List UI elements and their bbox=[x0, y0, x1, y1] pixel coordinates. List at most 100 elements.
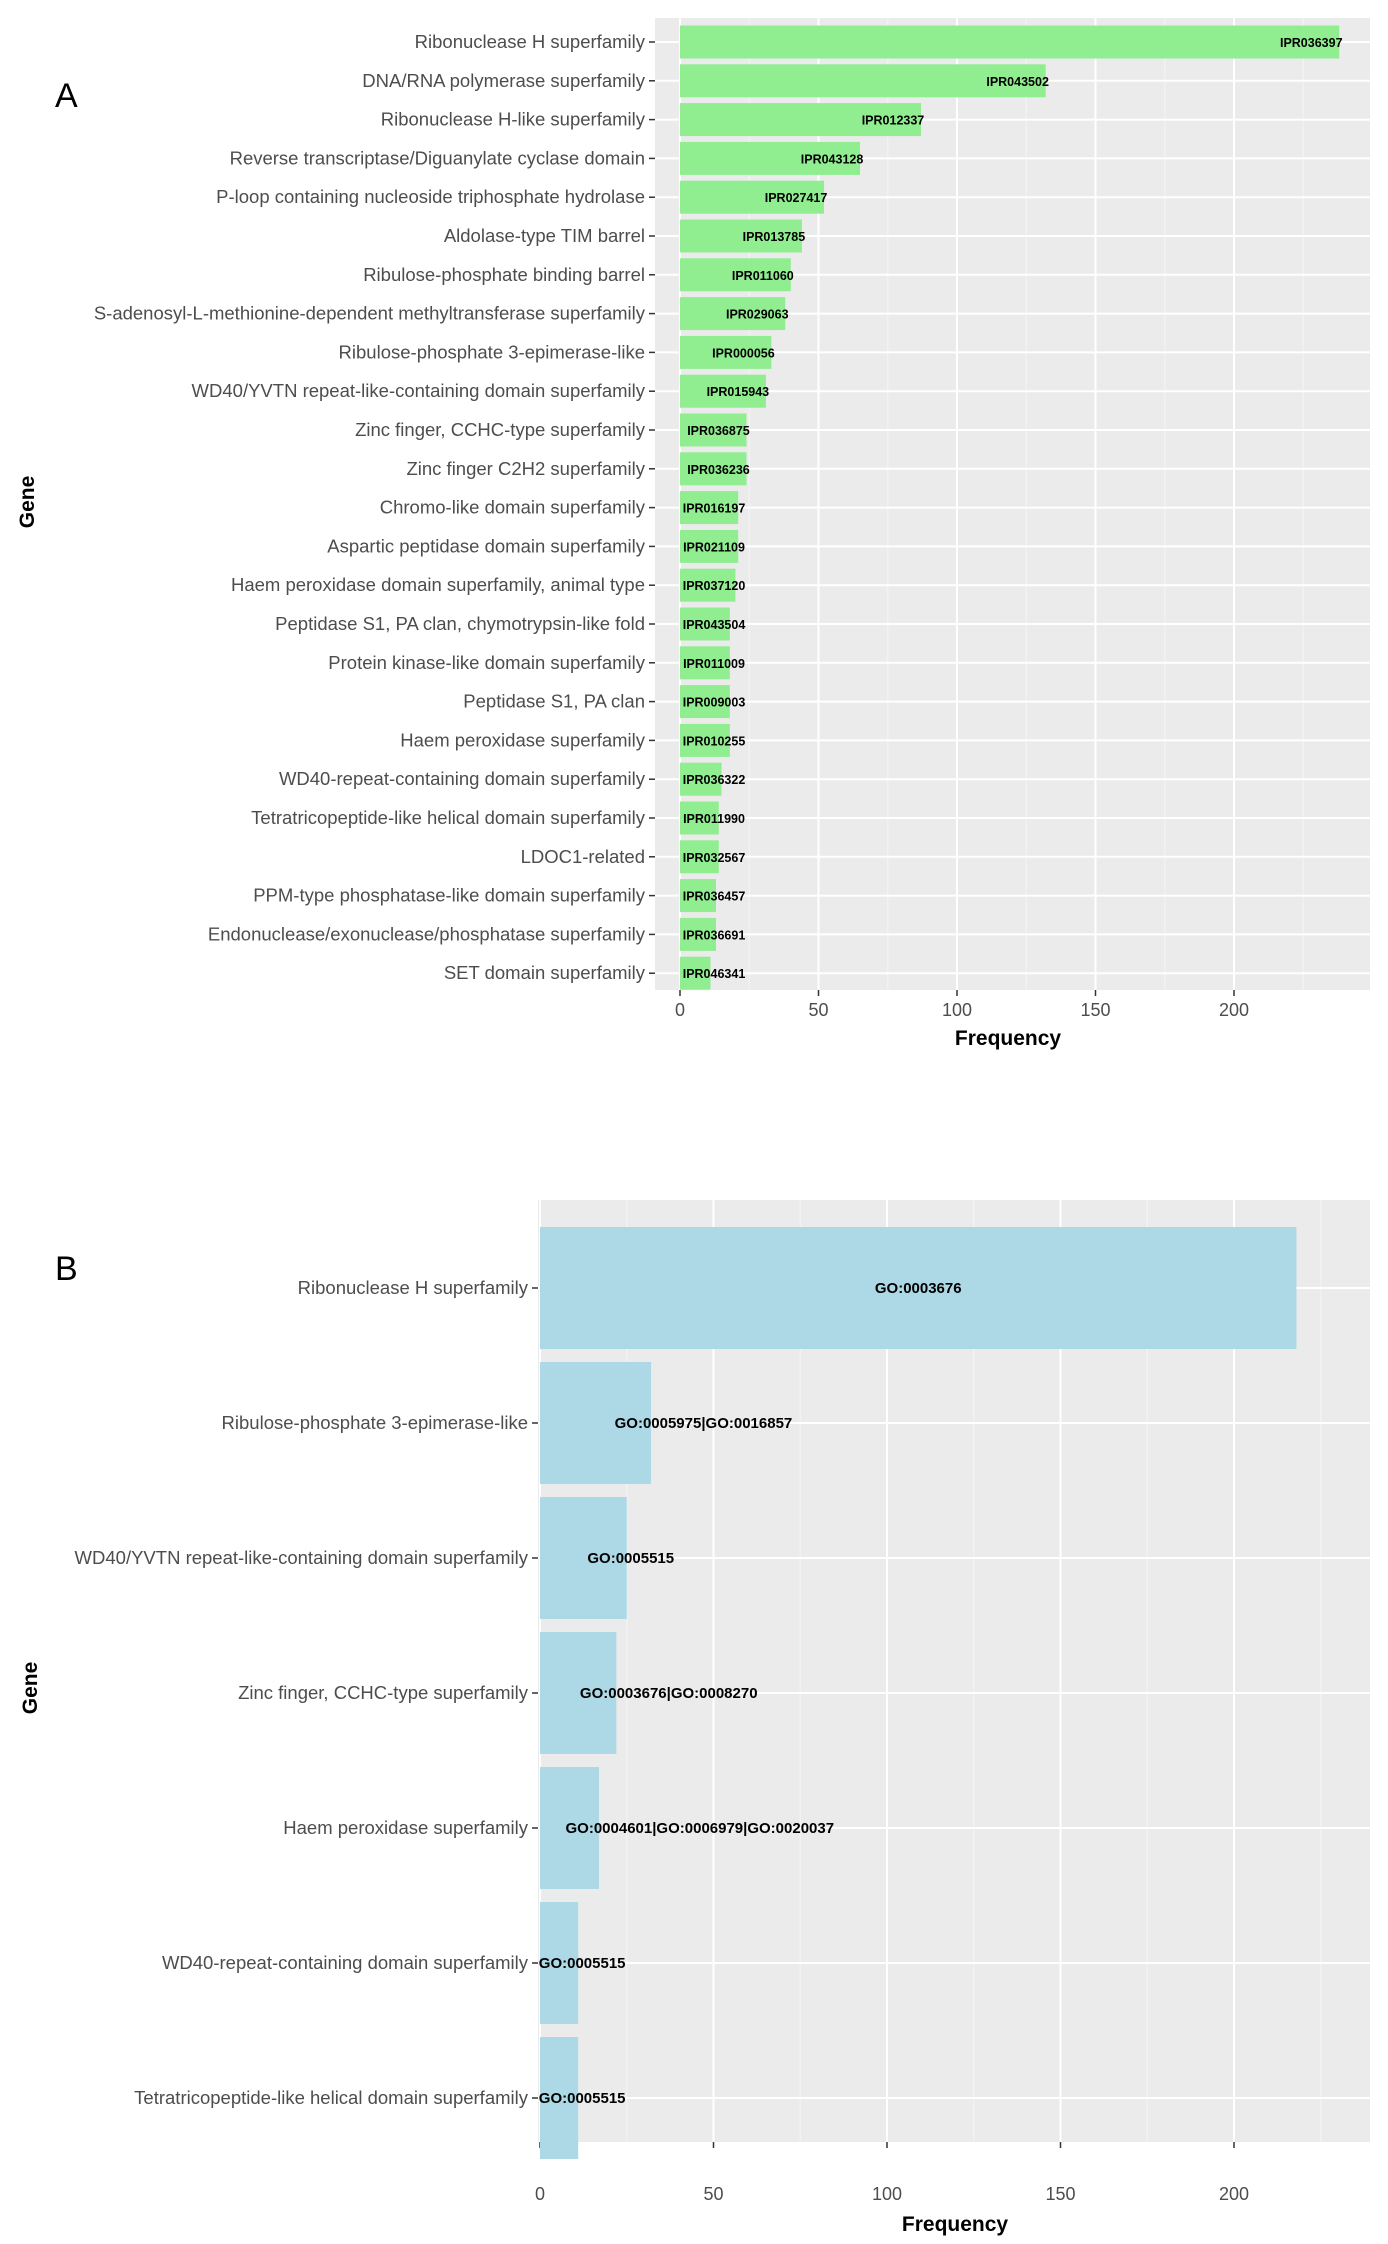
y-axis-title-b: Gene bbox=[19, 1662, 42, 1715]
category-label-a-21: Tetratricopeptide-like helical domain su… bbox=[251, 807, 646, 828]
category-label-a-7: Ribulose-phosphate binding barrel bbox=[363, 264, 645, 285]
category-label-a-6: Aldolase-type TIM barrel bbox=[444, 225, 645, 246]
bar-b-5 bbox=[540, 1767, 599, 1889]
bar-b-4 bbox=[540, 1632, 617, 1754]
category-label-a-11: Zinc finger, CCHC-type superfamily bbox=[355, 419, 646, 440]
bar-label-a-2: IPR043502 bbox=[986, 75, 1049, 89]
category-label-a-14: Aspartic peptidase domain superfamily bbox=[327, 535, 645, 556]
bar-a-24 bbox=[680, 917, 717, 951]
bar-label-a-4: IPR043128 bbox=[801, 152, 864, 166]
bar-label-b-1: GO:0003676 bbox=[875, 1280, 962, 1297]
category-label-b-4: Zinc finger, CCHC-type superfamily bbox=[238, 1682, 529, 1703]
bar-label-b-3: GO:0005515 bbox=[587, 1550, 674, 1567]
bar-a-18 bbox=[680, 685, 730, 719]
bar-label-b-5: GO:0004601|GO:0006979|GO:0020037 bbox=[566, 1820, 835, 1837]
category-label-a-20: WD40-repeat-containing domain superfamil… bbox=[279, 768, 646, 789]
bar-a-1 bbox=[680, 25, 1340, 59]
bar-label-a-9: IPR000056 bbox=[712, 346, 775, 360]
bar-a-14 bbox=[680, 529, 739, 563]
category-label-b-1: Ribonuclease H superfamily bbox=[298, 1277, 529, 1298]
bar-label-a-8: IPR029063 bbox=[726, 308, 789, 322]
bar-label-b-6: GO:0005515 bbox=[539, 1955, 626, 1972]
category-label-a-1: Ribonuclease H superfamily bbox=[415, 31, 646, 52]
bar-a-20 bbox=[680, 762, 722, 796]
bar-a-8 bbox=[680, 297, 786, 331]
bar-label-a-7: IPR011060 bbox=[732, 269, 794, 283]
bar-a-12 bbox=[680, 452, 747, 486]
chart-a: 0 50 100 150 200 Ribonuclease H superfamily IP… bbox=[16, 18, 1370, 1050]
category-label-a-22: LDOC1-related bbox=[521, 846, 645, 867]
category-label-a-15: Haem peroxidase domain superfamily, anim… bbox=[231, 574, 645, 595]
bar-a-2 bbox=[680, 64, 1046, 98]
bar-label-a-3: IPR012337 bbox=[862, 114, 925, 128]
x-axis-title-a: Frequency bbox=[955, 1027, 1062, 1050]
category-label-a-4: Reverse transcriptase/Diguanylate cyclas… bbox=[230, 147, 645, 168]
bar-label-a-11: IPR036875 bbox=[687, 424, 750, 438]
bar-label-a-5: IPR027417 bbox=[765, 191, 828, 205]
category-label-b-7: Tetratricopeptide-like helical domain su… bbox=[134, 2087, 529, 2108]
bar-label-a-23: IPR036457 bbox=[683, 890, 746, 904]
bar-a-23 bbox=[680, 879, 717, 913]
bar-a-17 bbox=[680, 646, 730, 680]
bar-a-22 bbox=[680, 840, 719, 874]
x-tick-label-a: 50 bbox=[808, 1000, 828, 1020]
bar-a-21 bbox=[680, 801, 719, 835]
x-tick-label-b: 0 bbox=[535, 2184, 545, 2204]
chart-b: 0 50 100 150 200 Ribonuclease H superfamily GO… bbox=[19, 1200, 1370, 2236]
category-label-a-9: Ribulose-phosphate 3-epimerase-like bbox=[339, 341, 645, 362]
x-tick-label-a: 200 bbox=[1219, 1000, 1249, 1020]
bar-label-a-22: IPR032567 bbox=[683, 851, 746, 865]
bar-label-a-16: IPR043504 bbox=[683, 618, 746, 632]
category-label-b-3: WD40/YVTN repeat-like-containing domain … bbox=[75, 1547, 529, 1568]
y-axis-title-a: Gene bbox=[16, 476, 39, 529]
bar-b-7 bbox=[540, 2037, 579, 2159]
category-label-a-25: SET domain superfamily bbox=[444, 962, 646, 983]
bar-label-a-20: IPR036322 bbox=[683, 773, 746, 787]
panel-label-a: A bbox=[55, 77, 78, 115]
bar-b-6 bbox=[540, 1902, 579, 2024]
category-label-b-5: Haem peroxidase superfamily bbox=[283, 1817, 528, 1838]
bar-label-a-13: IPR016197 bbox=[683, 502, 746, 516]
x-tick-label-b: 200 bbox=[1219, 2184, 1249, 2204]
category-label-a-24: Endonuclease/exonuclease/phosphatase sup… bbox=[208, 923, 646, 944]
category-label-a-13: Chromo-like domain superfamily bbox=[380, 497, 646, 518]
bar-label-b-7: GO:0005515 bbox=[539, 2090, 626, 2107]
bar-a-10 bbox=[680, 374, 766, 408]
plot-panel-a bbox=[655, 18, 1370, 990]
bar-a-11 bbox=[680, 413, 747, 447]
bar-label-a-6: IPR013785 bbox=[743, 230, 806, 244]
category-label-a-16: Peptidase S1, PA clan, chymotrypsin-like… bbox=[275, 613, 645, 634]
bar-label-a-24: IPR036691 bbox=[683, 928, 746, 942]
category-label-a-3: Ribonuclease H-like superfamily bbox=[381, 109, 646, 130]
bar-label-a-21: IPR011990 bbox=[683, 812, 745, 826]
category-label-a-8: S-adenosyl-L-methionine-dependent methyl… bbox=[94, 303, 646, 324]
bar-a-9 bbox=[680, 335, 772, 369]
bar-a-19 bbox=[680, 723, 730, 757]
panel-label-b: B bbox=[55, 1250, 78, 1288]
bar-label-b-2: GO:0005975|GO:0016857 bbox=[615, 1415, 793, 1432]
category-label-a-5: P-loop containing nucleoside triphosphat… bbox=[216, 186, 645, 207]
bar-a-16 bbox=[680, 607, 730, 641]
bar-a-5 bbox=[680, 180, 825, 214]
category-label-b-6: WD40-repeat-containing domain superfamil… bbox=[162, 1952, 529, 1973]
plot-panel-b bbox=[538, 1200, 1370, 2142]
category-label-a-19: Haem peroxidase superfamily bbox=[400, 729, 645, 750]
bar-a-7 bbox=[680, 258, 791, 292]
x-tick-label-b: 100 bbox=[872, 2184, 902, 2204]
x-tick-label-a: 100 bbox=[942, 1000, 972, 1020]
category-label-a-2: DNA/RNA polymerase superfamily bbox=[362, 70, 645, 91]
bar-label-a-1: IPR036397 bbox=[1280, 36, 1343, 50]
bar-b-2 bbox=[540, 1362, 652, 1484]
category-label-a-10: WD40/YVTN repeat-like-containing domain … bbox=[192, 380, 646, 401]
bar-label-a-25: IPR046341 bbox=[683, 967, 746, 981]
x-tick-label-b: 50 bbox=[703, 2184, 723, 2204]
bar-label-b-4: GO:0003676|GO:0008270 bbox=[580, 1685, 758, 1702]
bar-label-a-10: IPR015943 bbox=[707, 385, 770, 399]
category-label-a-18: Peptidase S1, PA clan bbox=[463, 691, 645, 712]
bar-label-a-17: IPR011009 bbox=[683, 657, 745, 671]
category-label-a-17: Protein kinase-like domain superfamily bbox=[328, 652, 645, 673]
x-tick-label-a: 150 bbox=[1080, 1000, 1110, 1020]
bar-label-a-19: IPR010255 bbox=[683, 734, 746, 748]
x-axis-title-b: Frequency bbox=[902, 2213, 1009, 2236]
